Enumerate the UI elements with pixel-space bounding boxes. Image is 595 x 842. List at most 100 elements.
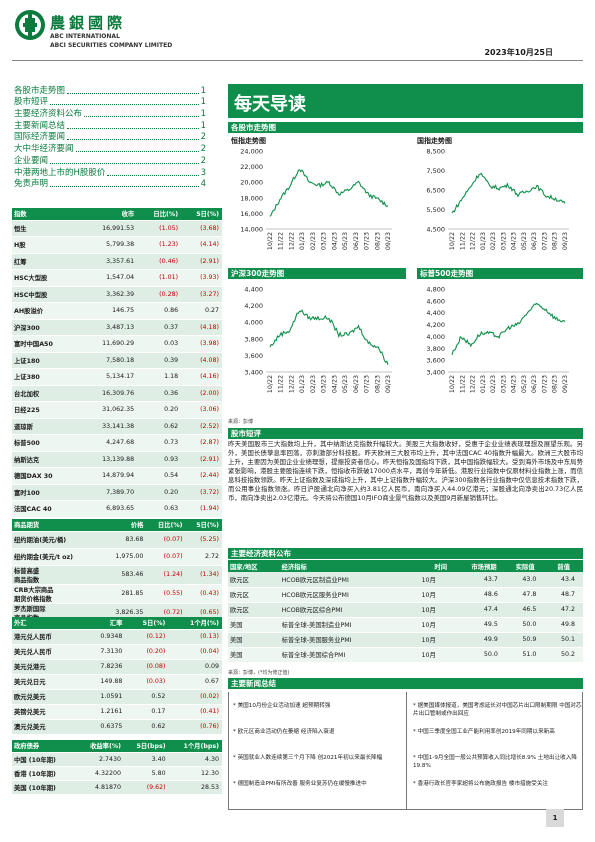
x-tick-label: 07/23 (364, 232, 371, 250)
x-tick-label: 12/22 (288, 232, 295, 250)
table-cell: 纳斯达克 (12, 451, 82, 468)
x-tick-label: 08/23 (374, 232, 381, 250)
y-tick-label: 24,000 (240, 148, 263, 156)
toc-label: 主要经济资料公布 (14, 109, 83, 120)
table-cell: (0.12) (125, 629, 169, 645)
table-row: 沪深300 3,487.13 0.37 (4.18) (12, 319, 222, 336)
toc-item[interactable]: 国际经济要闻 2 (14, 131, 206, 143)
toc-label: 国际经济要闻 (14, 132, 66, 143)
y-tick-label: 3,400 (244, 369, 263, 377)
series-line (269, 309, 389, 365)
table-row: 纳斯达克 13,139.88 0.93 (2.91) (12, 451, 222, 468)
table-cell: 美国 (10年期) (12, 780, 77, 795)
toc-label: 大中华经济要闻 (14, 144, 74, 155)
table-cell: 法国CAC 40 (12, 500, 82, 518)
table-cell: 上证180 (12, 352, 82, 369)
table-cell: (1.23) (137, 236, 182, 254)
table-cell: 1,975.00 (102, 548, 147, 566)
y-tick-label: 7,500 (426, 167, 445, 175)
table-cell: (0.46) (137, 253, 182, 270)
x-tick-label: 04/23 (511, 375, 518, 393)
toc-item[interactable]: 大中华经济要闻 2 (14, 142, 206, 154)
x-tick-label: 05/23 (521, 232, 528, 250)
toc-page: 1 (200, 97, 206, 108)
table-cell: 48.7 (544, 587, 583, 603)
x-tick-label: 08/23 (374, 375, 381, 393)
table-row: 欧元区 HCOB欧元区服务业PMI 10月 48.6 47.8 48.7 (228, 587, 583, 603)
x-tick-label: 02/23 (490, 232, 497, 250)
series-line (451, 302, 566, 356)
x-tick-label: 11/22 (459, 232, 466, 250)
table-cell: (3.72) (181, 484, 222, 501)
table-cell: 1.18 (137, 368, 182, 386)
y-tick-label: 4,600 (426, 297, 445, 305)
table-cell: 美国 (228, 647, 280, 663)
y-tick-label: 4,500 (426, 226, 445, 234)
table-row: 上证180 7,580.18 0.39 (4.08) (12, 352, 222, 369)
toc-item[interactable]: 中港两地上市的H股股价 3 (14, 166, 206, 178)
news-item: * 据美国媒体报道，美国考虑延长对中国芯片出口限制期限 中国对芯片出口管制或作出… (413, 703, 582, 717)
toc-item[interactable]: 各股市走势图 1 (14, 84, 206, 96)
table-cell: (5.25) (185, 531, 222, 549)
table-row: H股 5,799.38 (1.23) (4.14) (12, 236, 222, 254)
table-cell: 台北加权 (12, 385, 82, 402)
table-cell: 583.46 (102, 565, 147, 585)
column-header: 1个月(%) (168, 617, 222, 630)
table-cell: 纽约期金(美元/t oz) (12, 548, 103, 566)
x-tick-label: 06/23 (531, 375, 538, 393)
table-cell: 标普全球-美国服务业PMI (279, 632, 420, 648)
toc-item[interactable]: 企业要闻 2 (14, 154, 206, 166)
table-cell: 1.2161 (83, 704, 126, 720)
table-row: 英镑兑美元 1.2161 0.17 (0.41) (12, 704, 222, 720)
x-tick-label: 03/23 (500, 232, 507, 250)
table-cell: (4.16) (181, 368, 222, 386)
table-cell: 31,062.35 (81, 401, 138, 419)
table-cell: 49.9 (461, 632, 506, 648)
x-tick-label: 12/22 (470, 375, 477, 393)
page-number: 1 (546, 809, 564, 827)
table-cell: 0.27 (181, 302, 222, 320)
table-cell: 5,799.38 (81, 236, 138, 254)
column-header: 汇率 (83, 617, 126, 630)
table-cell: (1.34) (185, 565, 222, 585)
table-row: 标普高盛 商品指数 583.46 (1.24) (1.34) (12, 565, 222, 585)
table-cell: HSC大型股 (12, 269, 82, 287)
series-line (451, 172, 566, 214)
table-cell: 43.0 (505, 572, 545, 588)
x-tick-label: 03/23 (321, 375, 328, 393)
table-cell: 标普高盛 商品指数 (12, 565, 103, 585)
report-date: 2023年10月25日 (484, 48, 553, 57)
table-cell: (4.08) (181, 352, 222, 369)
toc-leader (107, 174, 199, 176)
table-cell: 0.20 (137, 401, 182, 419)
toc-leader (50, 104, 199, 106)
table-cell: (0.28) (137, 286, 182, 303)
x-tick-label: 05/23 (342, 232, 349, 250)
table-cell: 富时100 (12, 484, 82, 501)
toc-item[interactable]: 免责声明 4 (14, 178, 206, 189)
bonds-table: 政府债券 收益率(%) 5日(bps) 1个月(bps) 中国 (10年期) 2.7430… (12, 740, 222, 795)
x-tick-label: 09/23 (385, 375, 392, 393)
section-charts: 各股市走势图 (228, 122, 583, 133)
table-cell: (2.44) (181, 467, 222, 485)
toc-item[interactable]: 主要新闻总结 1 (14, 119, 206, 131)
table-cell: 恒生 (12, 220, 82, 237)
table-cell: (2.52) (181, 418, 222, 435)
table-cell: CRB大宗商品 期货价格指数 (12, 584, 103, 604)
x-tick-label: 09/23 (562, 375, 569, 393)
news-item: * 香港行政长官李家超将公布施政报告 楼市措施受关注 (413, 781, 549, 787)
table-cell: 7,389.70 (81, 484, 138, 501)
x-tick-label: 09/23 (385, 232, 392, 250)
table-row: 欧元兑美元 1.0591 0.52 (0.02) (12, 689, 222, 705)
column-header: 日比(%) (146, 519, 186, 532)
table-cell: 美元兑日元 (12, 674, 84, 690)
x-tick-label: 04/23 (331, 232, 338, 250)
column-header: 外汇 (12, 617, 84, 630)
news-divider (406, 692, 407, 810)
table-cell: (2.91) (181, 253, 222, 270)
toc-item[interactable]: 主要经济资料公布 1 (14, 107, 206, 119)
table-cell: 0.52 (125, 689, 169, 705)
table-row: 中国 (10年期) 2.7430 3.40 4.30 (12, 752, 222, 767)
x-tick-label: 11/22 (278, 232, 285, 250)
toc-item[interactable]: 股市短评 1 (14, 96, 206, 108)
